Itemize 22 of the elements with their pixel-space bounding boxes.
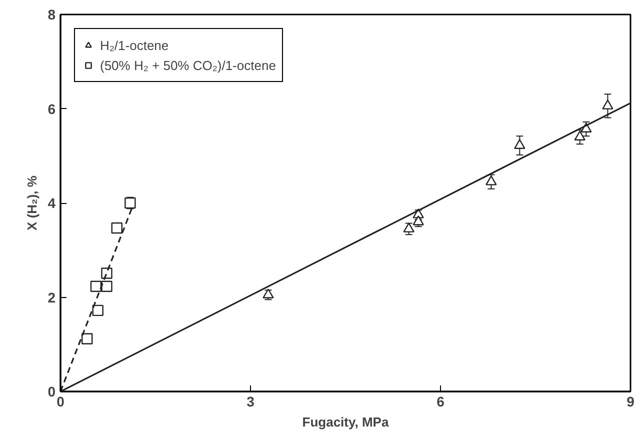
x-axis-title: Fugacity, MPa xyxy=(302,414,390,430)
legend-label: (50% H₂ + 50% CO₂)/1-octene xyxy=(100,58,276,72)
point xyxy=(111,222,122,234)
y-tick-label: 0 xyxy=(48,384,56,400)
point xyxy=(403,222,414,232)
x-tick-label: 6 xyxy=(436,394,445,410)
point xyxy=(92,304,104,316)
point xyxy=(514,139,526,149)
point xyxy=(574,130,586,141)
y-axis-title: X (H₂), % xyxy=(24,175,40,230)
y-tick-label: 6 xyxy=(48,100,56,117)
point xyxy=(90,280,102,292)
point xyxy=(602,100,614,110)
point xyxy=(101,280,112,292)
y-tick-label: 2 xyxy=(48,289,56,306)
y-tick-label: 4 xyxy=(48,195,56,211)
legend-label: H₂/1-octene xyxy=(100,38,169,52)
y-tick-label: 8 xyxy=(48,6,56,22)
point xyxy=(82,333,93,344)
x-tick-label: 9 xyxy=(626,394,635,410)
x-tick-label: 3 xyxy=(246,394,255,410)
point xyxy=(486,175,497,186)
